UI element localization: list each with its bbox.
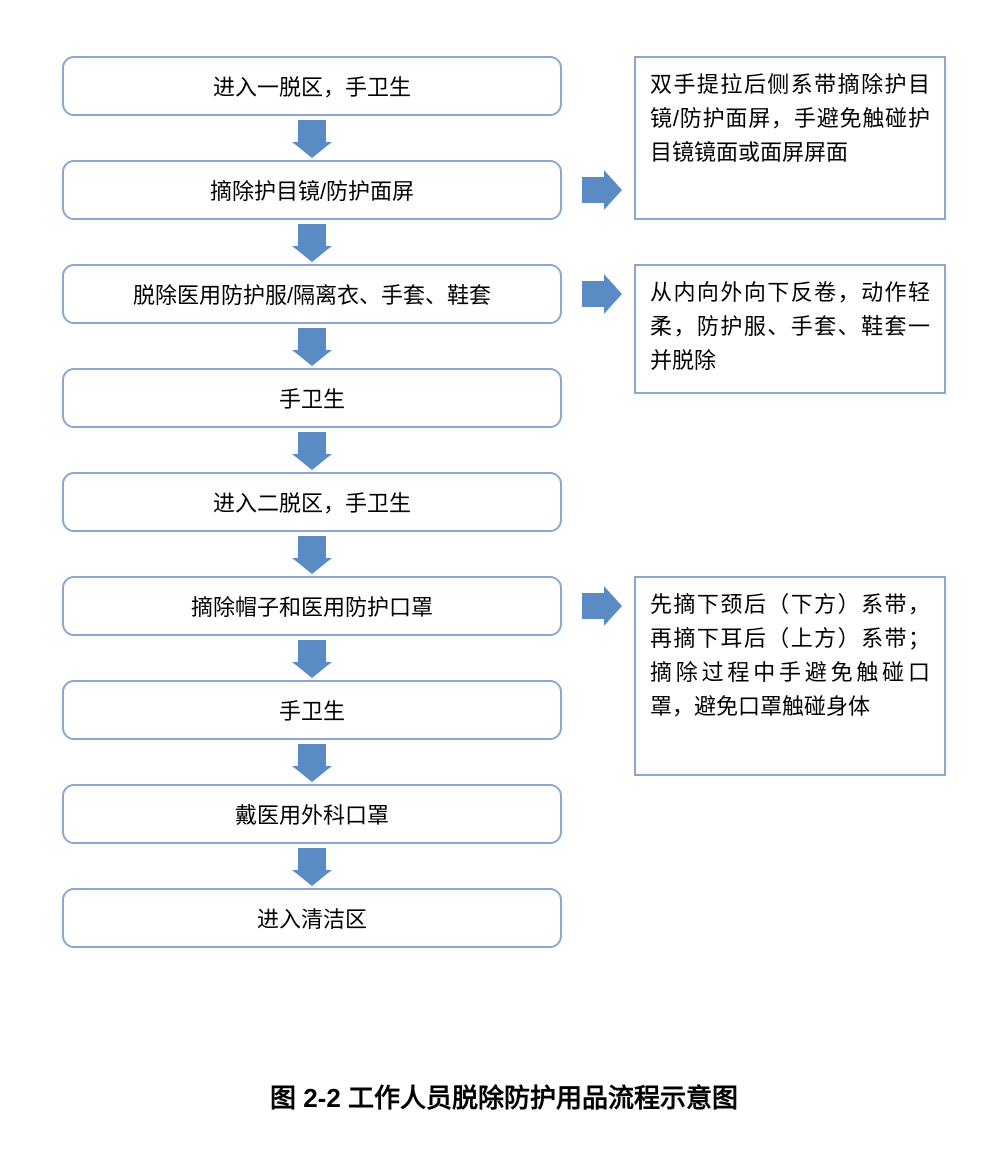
figure-caption: 图 2-2 工作人员脱除防护用品流程示意图 bbox=[0, 1078, 1008, 1115]
step-label: 手卫生 bbox=[279, 694, 345, 726]
step-label: 进入一脱区，手卫生 bbox=[213, 70, 411, 102]
arrow-down-icon bbox=[292, 744, 332, 782]
step-label: 进入清洁区 bbox=[257, 902, 367, 934]
note-text: 先摘下颈后（下方）系带，再摘下耳后（上方）系带；摘除过程中手避免触碰口罩，避免口… bbox=[650, 592, 930, 719]
flow-step-step-2: 摘除护目镜/防护面屏 bbox=[62, 160, 562, 220]
arrow-down-icon bbox=[292, 536, 332, 574]
flow-note-note-a: 双手提拉后侧系带摘除护目镜/防护面屏，手避免触碰护目镜镜面或面屏屏面 bbox=[634, 56, 946, 220]
step-label: 戴医用外科口罩 bbox=[235, 798, 389, 830]
flow-step-step-8: 戴医用外科口罩 bbox=[62, 784, 562, 844]
flow-step-step-3: 脱除医用防护服/隔离衣、手套、鞋套 bbox=[62, 264, 562, 324]
arrow-down-icon bbox=[292, 120, 332, 158]
arrow-right-icon bbox=[582, 170, 622, 210]
flow-step-step-1: 进入一脱区，手卫生 bbox=[62, 56, 562, 116]
flow-step-step-9: 进入清洁区 bbox=[62, 888, 562, 948]
step-label: 手卫生 bbox=[279, 382, 345, 414]
arrow-right-icon bbox=[582, 274, 622, 314]
flow-step-step-6: 摘除帽子和医用防护口罩 bbox=[62, 576, 562, 636]
arrow-down-icon bbox=[292, 640, 332, 678]
step-label: 脱除医用防护服/隔离衣、手套、鞋套 bbox=[133, 278, 491, 310]
arrow-down-icon bbox=[292, 848, 332, 886]
arrow-right-icon bbox=[582, 586, 622, 626]
flow-note-note-b: 从内向外向下反卷，动作轻柔，防护服、手套、鞋套一并脱除 bbox=[634, 264, 946, 394]
arrow-down-icon bbox=[292, 328, 332, 366]
step-label: 进入二脱区，手卫生 bbox=[213, 486, 411, 518]
note-text: 从内向外向下反卷，动作轻柔，防护服、手套、鞋套一并脱除 bbox=[650, 280, 930, 373]
arrow-down-icon bbox=[292, 432, 332, 470]
flow-step-step-5: 进入二脱区，手卫生 bbox=[62, 472, 562, 532]
flow-step-step-4: 手卫生 bbox=[62, 368, 562, 428]
step-label: 摘除帽子和医用防护口罩 bbox=[191, 590, 433, 622]
note-text: 双手提拉后侧系带摘除护目镜/防护面屏，手避免触碰护目镜镜面或面屏屏面 bbox=[650, 72, 930, 165]
arrow-down-icon bbox=[292, 224, 332, 262]
flow-note-note-c: 先摘下颈后（下方）系带，再摘下耳后（上方）系带；摘除过程中手避免触碰口罩，避免口… bbox=[634, 576, 946, 776]
flow-step-step-7: 手卫生 bbox=[62, 680, 562, 740]
step-label: 摘除护目镜/防护面屏 bbox=[210, 174, 414, 206]
